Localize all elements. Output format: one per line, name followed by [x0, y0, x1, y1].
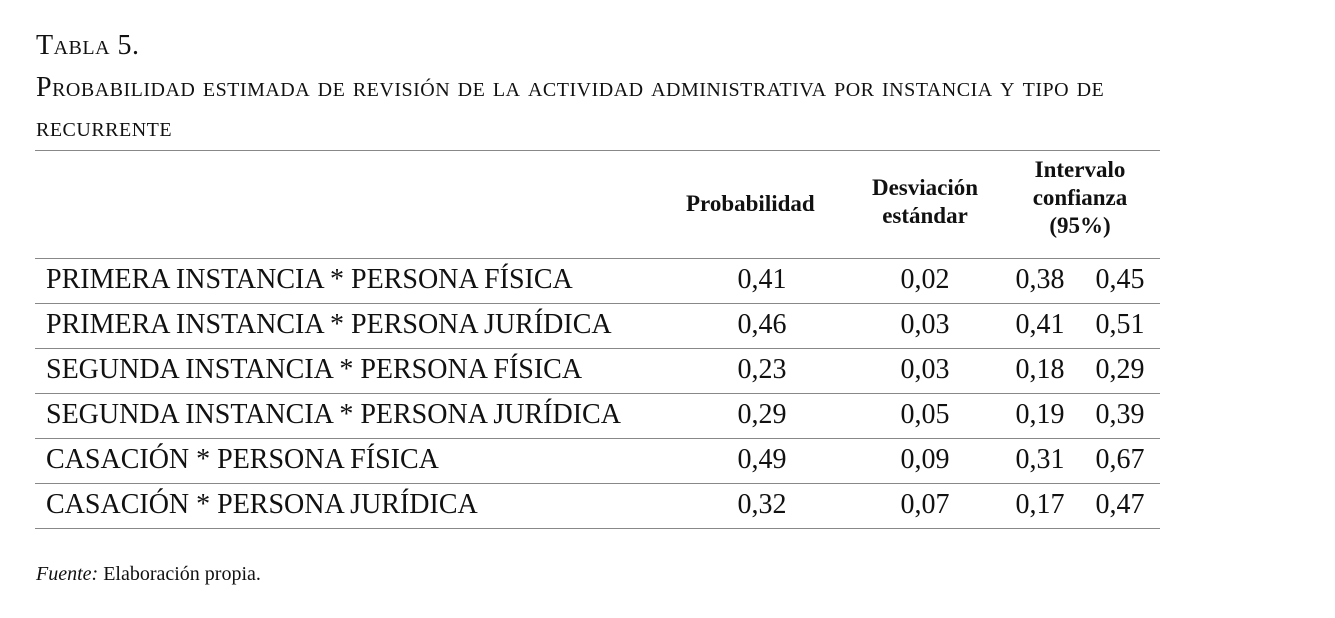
- table-label: Tabla 5.: [36, 30, 140, 61]
- header-rule: [35, 258, 1160, 259]
- header-std-dev-line1: Desviación: [871, 175, 979, 200]
- cell-probability: 0,29: [737, 398, 787, 430]
- row-rule: [35, 347, 1160, 349]
- cell-ci-low: 0,19: [1015, 398, 1065, 430]
- table-row: PRIMERA INSTANCIA * PERSONA JURÍDICA 0,46…: [35, 303, 1160, 348]
- header-probability: Probabilidad: [686, 191, 815, 216]
- cell-ci-low: 0,18: [1015, 353, 1065, 385]
- cell-probability: 0,46: [737, 308, 787, 340]
- row-rule: [35, 437, 1160, 439]
- source-note: Fuente: Elaboración propia.: [36, 563, 261, 586]
- cell-label: CASACIÓN * PERSONA FÍSICA: [46, 443, 439, 475]
- header-ci-line1: Intervalo: [1034, 157, 1126, 182]
- table-row: SEGUNDA INSTANCIA * PERSONA FÍSICA 0,23 0,…: [35, 348, 1160, 393]
- header-confidence-interval: Intervalo confianza (95%): [1010, 156, 1150, 240]
- cell-label: PRIMERA INSTANCIA * PERSONA JURÍDICA: [46, 308, 612, 340]
- cell-ci-high: 0,29: [1095, 353, 1145, 385]
- header-std-dev: Desviación estándar: [855, 174, 995, 230]
- table-row: SEGUNDA INSTANCIA * PERSONA JURÍDICA 0,29…: [35, 393, 1160, 438]
- cell-probability: 0,49: [737, 443, 787, 475]
- table-row: CASACIÓN * PERSONA FÍSICA 0,49 0,09 0,31 0,6…: [35, 438, 1160, 483]
- cell-std-dev: 0,09: [900, 443, 950, 475]
- cell-std-dev: 0,05: [900, 398, 950, 430]
- cell-label: CASACIÓN * PERSONA JURÍDICA: [46, 488, 478, 520]
- cell-ci-high: 0,45: [1095, 264, 1145, 295]
- table-row: PRIMERA INSTANCIA * PERSONA FÍSICA 0,41 0,…: [35, 258, 1160, 303]
- table-row: CASACIÓN * PERSONA JURÍDICA 0,32 0,07 0,17 0…: [35, 483, 1160, 528]
- source-label: Fuente:: [36, 563, 99, 585]
- cell-probability: 0,41: [737, 264, 787, 295]
- source-text: Elaboración propia.: [98, 563, 261, 585]
- cell-ci-high: 0,67: [1095, 443, 1145, 475]
- cell-ci-low: 0,31: [1015, 443, 1065, 475]
- cell-ci-high: 0,39: [1095, 398, 1145, 430]
- header-ci-line2: confianza: [1032, 185, 1128, 210]
- cell-ci-high: 0,51: [1095, 308, 1145, 340]
- cell-ci-low: 0,38: [1015, 264, 1065, 295]
- cell-label: PRIMERA INSTANCIA * PERSONA FÍSICA: [46, 264, 573, 295]
- cell-std-dev: 0,02: [900, 264, 950, 295]
- cell-ci-low: 0,41: [1015, 308, 1065, 340]
- table-caption-continued: recurrente: [36, 112, 173, 143]
- row-rule: [35, 303, 1160, 304]
- row-rule: [35, 392, 1160, 394]
- cell-ci-high: 0,47: [1095, 488, 1145, 520]
- cell-std-dev: 0,03: [900, 353, 950, 385]
- cell-label: SEGUNDA INSTANCIA * PERSONA FÍSICA: [46, 353, 583, 385]
- cell-label: SEGUNDA INSTANCIA * PERSONA JURÍDICA: [46, 398, 621, 430]
- cell-probability: 0,32: [737, 488, 787, 520]
- cell-std-dev: 0,03: [900, 308, 950, 340]
- top-rule: [35, 150, 1160, 151]
- row-rule: [35, 482, 1160, 484]
- cell-std-dev: 0,07: [900, 488, 950, 520]
- header-std-dev-line2: estándar: [882, 203, 968, 228]
- cell-probability: 0,23: [737, 353, 787, 385]
- table-caption: Probabilidad estimada de revisión de la …: [36, 72, 1105, 103]
- cell-ci-low: 0,17: [1015, 488, 1065, 520]
- row-rule: [35, 527, 1160, 529]
- header-ci-line3: (95%): [1049, 213, 1111, 238]
